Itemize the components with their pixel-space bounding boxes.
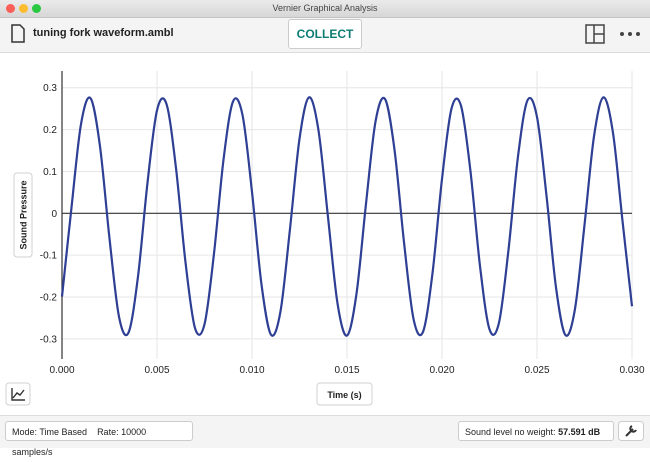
more-menu[interactable] [619,30,641,38]
y-tick-label: -0.1 [40,251,58,262]
file-name[interactable]: tuning fork waveform.ambl [33,27,174,39]
mode: Mode: Time Based [12,427,88,437]
x-tick-label: 0.010 [239,365,264,376]
close-button[interactable] [6,4,15,13]
tools-button[interactable] [618,421,644,441]
toolbar: tuning fork waveform.ambl COLLECT [0,18,650,53]
y-tick-label: 0.2 [43,125,57,136]
x-tick-label: 0.025 [524,365,549,376]
graph-options-button[interactable] [5,382,31,406]
sensor-pill[interactable]: Sound level no weight: 57.591 dB [458,421,614,441]
file-icon[interactable] [11,24,25,43]
status-bar: Mode: Time Based Rate: 10000 samples/s S… [0,415,650,457]
y-tick-label: -0.3 [40,334,58,345]
graph: 0.000 0.005 0.010 0.015 0.020 0.025 0.030 0.3 0.… [5,71,645,406]
window-title: Vernier Graphical Analysis [272,3,378,13]
x-tick-label: 0.020 [429,365,454,376]
x-tick-label: 0.030 [619,365,644,376]
label-box [316,382,373,406]
waveform-line [60,96,634,337]
sound-level-label: Sound level no weight: [465,427,556,437]
title-bar: Vernier Graphical Analysis [0,0,650,18]
mode-rate-pill[interactable]: Mode: Time Based Rate: 10000 samples/s [5,421,193,457]
x-tick-label: 0.000 [49,365,74,376]
icon [11,388,25,401]
y-tick-label: -0.2 [40,293,58,304]
sound-level-value: 57.591 dB [558,427,601,437]
y-tick-label: 0 [51,209,57,220]
x-tick-label: 0.005 [144,365,169,376]
y-tick-label: 0.3 [43,83,57,94]
x-tick-label: 0.015 [334,365,359,376]
y-axis-label: Sound Pressure [19,180,29,249]
y-tick-label: 0.1 [43,167,57,178]
x-axis-label: Time (s) [327,390,361,400]
layout-icon[interactable] [585,24,605,44]
collect-button[interactable]: COLLECT [288,19,362,49]
zoom-button[interactable] [32,4,41,13]
minimize-button[interactable] [19,4,28,13]
label-box [13,172,33,258]
y-axis-label-box: Sound Pressure [13,172,33,258]
